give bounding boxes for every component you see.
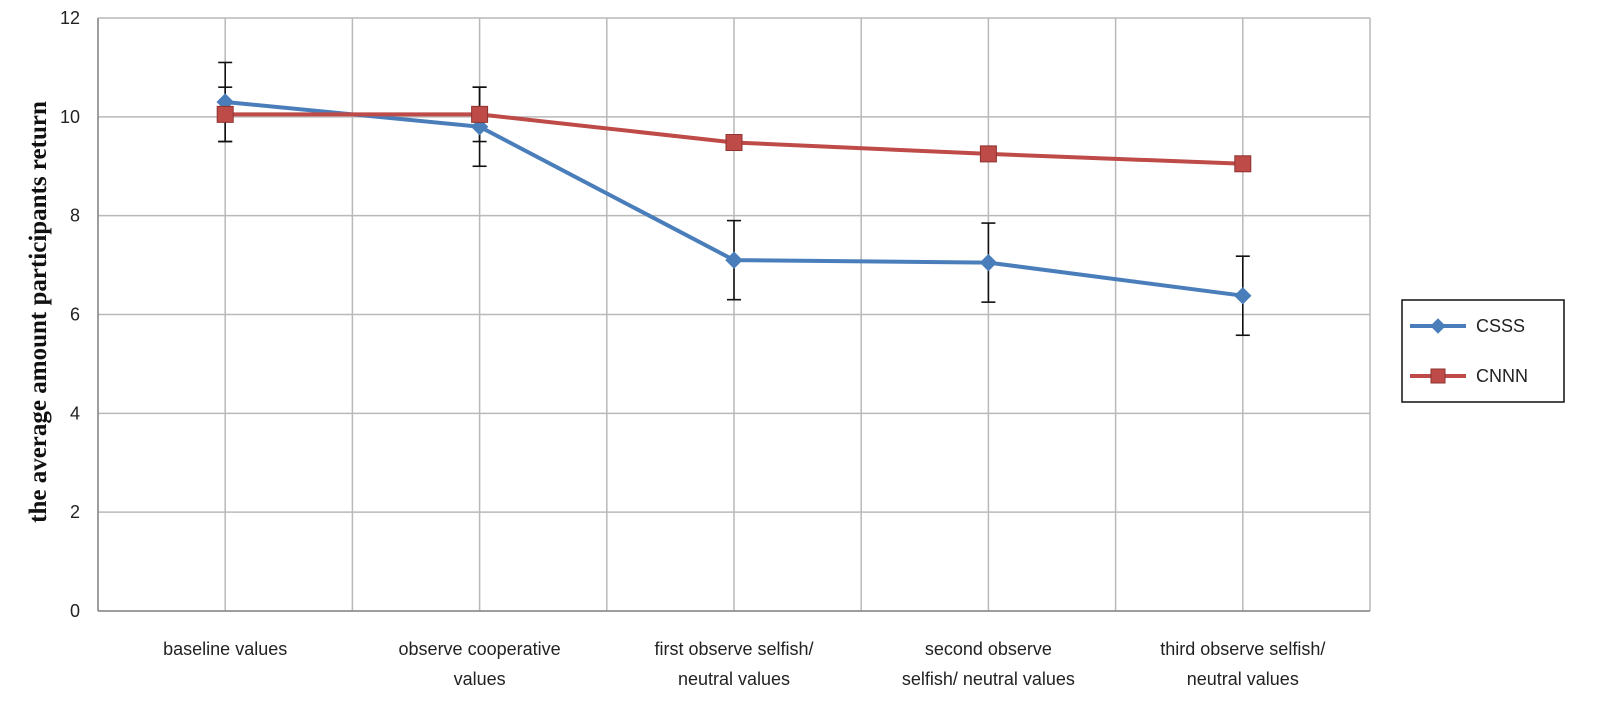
x-category-label-line: neutral values: [678, 669, 790, 689]
data-point-cnnn: [979, 145, 997, 163]
data-point-csss: [725, 251, 743, 269]
legend-label-csss: CSSS: [1476, 316, 1525, 336]
x-category-label-line: neutral values: [1187, 669, 1299, 689]
data-point-cnnn: [725, 134, 743, 152]
x-category-label: observe cooperative values: [399, 639, 561, 689]
y-tick-label: 8: [70, 206, 80, 226]
x-category-label-line: first observe selfish/: [654, 639, 813, 659]
legend-box: [1401, 299, 1565, 403]
data-point-cnnn: [216, 105, 234, 123]
x-category-label: third observe selfish/neutral values: [1160, 639, 1325, 689]
x-category-label-line: second observe: [925, 639, 1052, 659]
legend-marker-csss: [1430, 318, 1446, 334]
data-point-cnnn: [1234, 155, 1252, 173]
data-point-csss: [1234, 287, 1252, 305]
data-point-cnnn: [471, 105, 489, 123]
x-category-label-line: observe cooperative: [399, 639, 561, 659]
y-tick-label: 0: [70, 601, 80, 621]
y-tick-label: 6: [70, 305, 80, 325]
y-tick-label: 10: [60, 107, 80, 127]
legend: CSSS CNNN: [1401, 299, 1565, 403]
y-tick-label: 2: [70, 502, 80, 522]
y-axis-label: the average amount participants return: [25, 101, 52, 523]
y-tick-label: 12: [60, 8, 80, 28]
series-markers: [216, 93, 1252, 305]
legend-label-cnnn: CNNN: [1476, 366, 1528, 386]
x-category-label-line: values: [454, 669, 506, 689]
x-category-label-line: baseline values: [163, 639, 287, 659]
x-category-label: first observe selfish/neutral values: [654, 639, 813, 689]
y-tick-labels: 0 2 4 6 8 10 12: [60, 8, 80, 621]
x-category-label: second observe selfish/ neutral values: [902, 639, 1075, 689]
x-category-labels: baseline values observe cooperative values…: [163, 639, 1325, 689]
y-tick-label: 4: [70, 403, 80, 423]
axes: [97, 18, 1370, 612]
x-category-label-line: third observe selfish/: [1160, 639, 1325, 659]
data-point-csss: [979, 253, 998, 272]
x-category-label-line: selfish/ neutral values: [902, 669, 1075, 689]
legend-marker-cnnn: [1430, 368, 1446, 384]
x-category-label: baseline values: [163, 639, 287, 659]
